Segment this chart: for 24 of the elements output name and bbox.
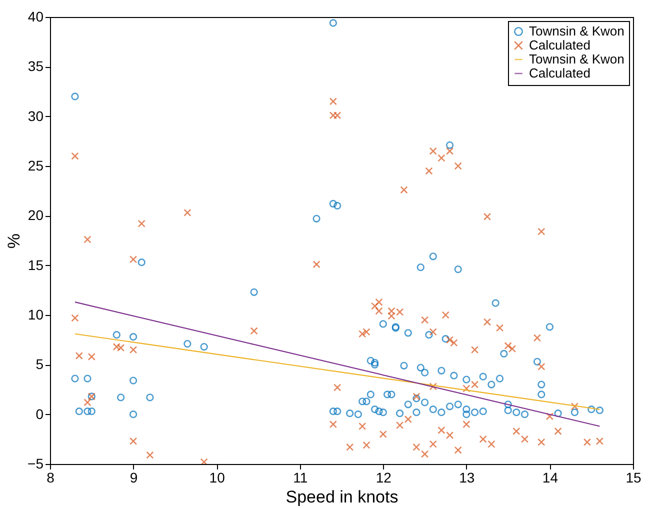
- y-tick-label: 40: [28, 8, 44, 24]
- y-tick-label: 35: [28, 58, 44, 74]
- legend-label: Townsin & Kwon: [529, 52, 624, 66]
- x-tick-label: 8: [46, 470, 55, 486]
- legend-label: Calculated: [529, 66, 590, 80]
- x-tick-label: 15: [626, 470, 642, 486]
- x-tick-label: 10: [209, 470, 226, 486]
- y-tick-label: 10: [28, 306, 44, 322]
- y-tick-label: 5: [36, 356, 44, 372]
- x-tick-label: 11: [293, 470, 308, 486]
- y-tick-label: −5: [28, 456, 44, 472]
- y-tick-label: 25: [28, 158, 44, 174]
- y-axis-title: %: [4, 233, 24, 249]
- x-tick-label: 12: [376, 470, 392, 486]
- x-tick-label: 14: [542, 470, 558, 486]
- x-axis-title: Speed in knots: [286, 488, 398, 506]
- y-tick-label: 20: [28, 207, 44, 224]
- x-tick-label: 13: [459, 470, 475, 486]
- legend-label: Calculated: [529, 38, 590, 52]
- legend-label: Townsin & Kwon: [529, 24, 624, 38]
- x-tick-label: 9: [130, 470, 138, 486]
- y-tick-label: 15: [28, 256, 44, 273]
- y-tick-label: 0: [36, 406, 44, 422]
- y-tick-label: 30: [28, 108, 44, 124]
